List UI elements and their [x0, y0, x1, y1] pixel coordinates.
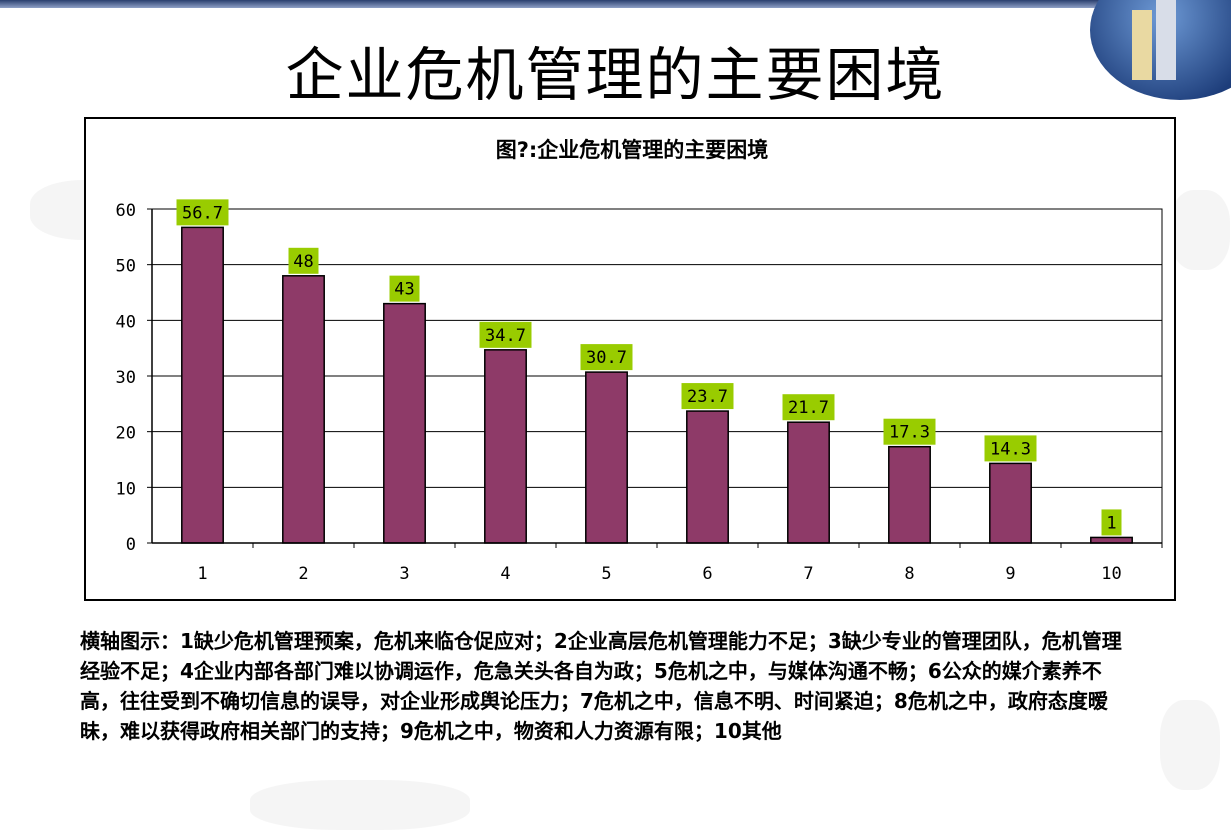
bar	[484, 349, 527, 544]
data-label: 1	[1106, 513, 1116, 533]
bar	[989, 462, 1032, 544]
data-label: 21.7	[788, 398, 829, 418]
bar	[383, 302, 426, 544]
y-tick-label: 0	[126, 535, 136, 555]
watermark-shape	[1170, 190, 1230, 270]
data-label: 34.7	[485, 326, 526, 346]
data-label-bg	[288, 247, 319, 274]
data-label-bg	[984, 435, 1037, 462]
axes: 0 10 20 30 40 50 60 1 2 3 4 5 6 7 8 9 10	[116, 201, 1163, 584]
bar	[282, 275, 325, 544]
chart-container: 图?:企业危机管理的主要困境 0 10 20 30 40 50 60 1 2 3 4 5 6 7 8 9 10 …	[84, 117, 1176, 601]
y-tick-label: 10	[116, 479, 136, 499]
data-label: 48	[293, 252, 313, 272]
y-tick-label: 50	[116, 257, 136, 277]
bar	[686, 410, 729, 544]
y-tick-label: 20	[116, 424, 136, 444]
x-tick-label: 10	[1101, 564, 1121, 584]
watermark-shape	[250, 780, 470, 830]
data-label: 56.7	[182, 203, 223, 223]
watermark-shape	[1160, 700, 1220, 790]
bar	[1090, 536, 1133, 544]
y-tick-label: 60	[116, 201, 136, 221]
x-tick-label: 6	[702, 564, 712, 584]
data-label-bg	[782, 394, 835, 421]
bar	[585, 371, 628, 544]
x-tick-label: 7	[803, 564, 813, 584]
x-tick-label: 5	[601, 564, 611, 584]
bar	[181, 226, 224, 544]
bar	[787, 421, 830, 544]
data-label: 17.3	[889, 423, 930, 443]
data-label: 43	[394, 280, 414, 300]
bar	[888, 445, 931, 544]
data-label-bg	[479, 321, 532, 348]
data-label: 14.3	[990, 439, 1031, 459]
data-label-bg	[1101, 509, 1122, 536]
x-tick-label: 3	[399, 564, 409, 584]
x-tick-label: 9	[1005, 564, 1015, 584]
bar-chart: 图?:企业危机管理的主要困境 0 10 20 30 40 50 60 1 2 3 4 5 6 7 8 9 10 …	[116, 138, 1163, 584]
x-tick-label: 4	[500, 564, 510, 584]
data-label: 23.7	[687, 387, 728, 407]
data-label: 30.7	[586, 348, 627, 368]
page-title: 企业危机管理的主要困境	[285, 41, 946, 109]
data-label-bg	[580, 344, 633, 371]
axis-legend-caption: 横轴图示：1缺少危机管理预案，危机来临仓促应对；2企业高层危机管理能力不足；3缺…	[80, 629, 1122, 743]
x-tick-label: 2	[298, 564, 308, 584]
x-tick-label: 1	[197, 564, 207, 584]
y-tick-label: 40	[116, 312, 136, 332]
data-label-bg	[389, 275, 420, 302]
data-label-bg	[176, 199, 229, 226]
data-labels: 56.7 48 43 34.7 30.7 23.7 21.7 17.3 14.3 1	[176, 199, 1122, 536]
chart-title: 图?:企业危机管理的主要困境	[496, 138, 769, 162]
top-decor-band	[0, 0, 1231, 8]
y-tick-label: 30	[116, 368, 136, 388]
x-tick-label: 8	[904, 564, 914, 584]
bars	[181, 226, 1133, 544]
data-label-bg	[681, 383, 734, 410]
data-label-bg	[883, 418, 936, 445]
